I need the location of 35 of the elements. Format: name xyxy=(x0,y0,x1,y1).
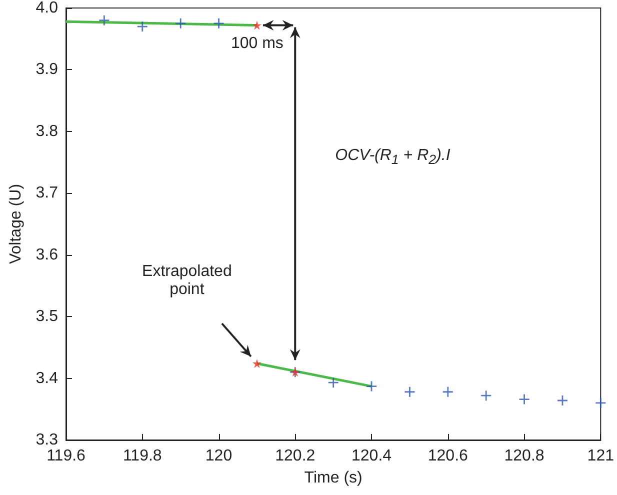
point xyxy=(136,20,148,32)
x-tick-label: 120.2 xyxy=(275,448,316,464)
x-axis-title: Time (s) xyxy=(304,470,362,486)
annotation: OCV-(R$_{1}$ + R$_{2}$).I xyxy=(335,146,450,167)
x-tick-label: 119.6 xyxy=(46,448,86,464)
y-tick-label: 3.3 xyxy=(36,432,58,448)
point xyxy=(252,20,262,30)
point xyxy=(252,358,262,368)
annotation: 100 ms xyxy=(230,35,284,54)
point xyxy=(442,386,454,398)
point xyxy=(328,376,340,388)
y-tick-label: 3.8 xyxy=(36,122,58,140)
point xyxy=(518,394,530,405)
point xyxy=(98,14,110,26)
point xyxy=(594,397,606,409)
point xyxy=(213,18,224,30)
point xyxy=(556,394,568,406)
x-tick-label: 121 xyxy=(587,448,614,464)
x-tick-label: 119.8 xyxy=(122,448,162,464)
y-tick-label: 3.5 xyxy=(36,308,58,326)
y-tick-label: 4.0 xyxy=(36,0,58,16)
y-axis-title: Voltage (U) xyxy=(8,184,24,264)
point xyxy=(480,390,492,402)
x-tick-label: 120.6 xyxy=(428,448,468,464)
y-tick-label: 3.9 xyxy=(36,61,58,78)
y-tick-label: 3.4 xyxy=(36,370,58,387)
x-tick-label: 120 xyxy=(205,448,232,464)
x-tick-label: 120.4 xyxy=(351,448,392,464)
point xyxy=(404,386,416,398)
y-tick-label: 3.6 xyxy=(36,246,58,264)
x-tick-label: 120.8 xyxy=(504,448,544,464)
point xyxy=(366,380,378,392)
annotation: Extrapolated point xyxy=(141,263,233,300)
point xyxy=(174,18,186,30)
y-tick-label: 3.7 xyxy=(36,184,58,202)
